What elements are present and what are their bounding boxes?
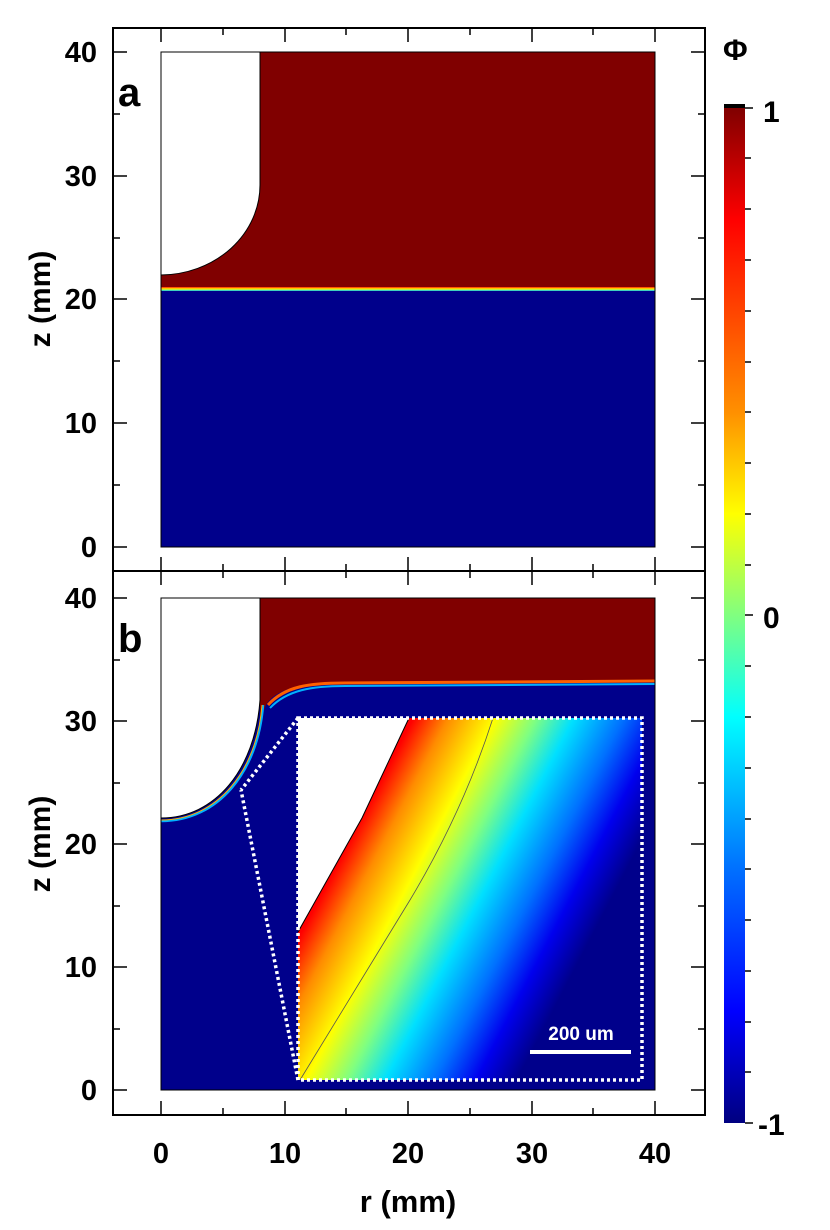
rod-shape [160, 597, 261, 819]
xtick-label: 10 [269, 1138, 301, 1170]
ytick-label: 40 [65, 583, 97, 615]
ytick-label: 0 [81, 532, 97, 564]
panel-a-label: a [118, 71, 141, 115]
zoom-line-bottom [239, 789, 300, 1081]
ytick-label: 20 [65, 829, 97, 861]
colorbar-title: Φ [723, 34, 748, 67]
colorbar-tick-label: -1 [758, 1109, 785, 1142]
ytick-label: 20 [65, 284, 97, 316]
zero-contour [299, 717, 494, 1081]
phase-lower [161, 289, 655, 547]
panel-a-domain [160, 51, 656, 548]
scale-bar-label: 200 um [548, 1024, 613, 1045]
colorbar-tick-label: 0 [763, 602, 780, 635]
ytick-label: 30 [65, 161, 97, 193]
ytick-label: 30 [65, 706, 97, 738]
x-axis-title: r (mm) [360, 1184, 456, 1219]
panel-b-ylabel: z (mm) [24, 796, 57, 893]
colorbar-gradient [724, 108, 745, 1123]
inset-border [296, 716, 644, 1082]
colorbar-tick-label: 1 [763, 96, 780, 129]
panel-a-ticks [113, 28, 705, 571]
panel-a-ylabel: z (mm) [24, 251, 57, 348]
ytick-label: 40 [65, 37, 97, 69]
xtick-label: 0 [153, 1138, 169, 1170]
xtick-label: 20 [392, 1138, 424, 1170]
panel-b-ticks [113, 571, 705, 1115]
ytick-label: 0 [81, 1075, 97, 1107]
panel-b-label: b [118, 617, 142, 661]
xtick-label: 40 [639, 1138, 671, 1170]
phase-upper [260, 598, 655, 720]
rod-shape [160, 51, 261, 276]
interface [161, 287, 655, 291]
xtick-label: 30 [516, 1138, 548, 1170]
ytick-label: 10 [65, 952, 97, 984]
ytick-label: 10 [65, 408, 97, 440]
inset: 200 um [239, 716, 644, 1082]
inset-solid-region [298, 718, 409, 932]
colorbar: Φ 1 0 -1 [723, 34, 785, 1142]
